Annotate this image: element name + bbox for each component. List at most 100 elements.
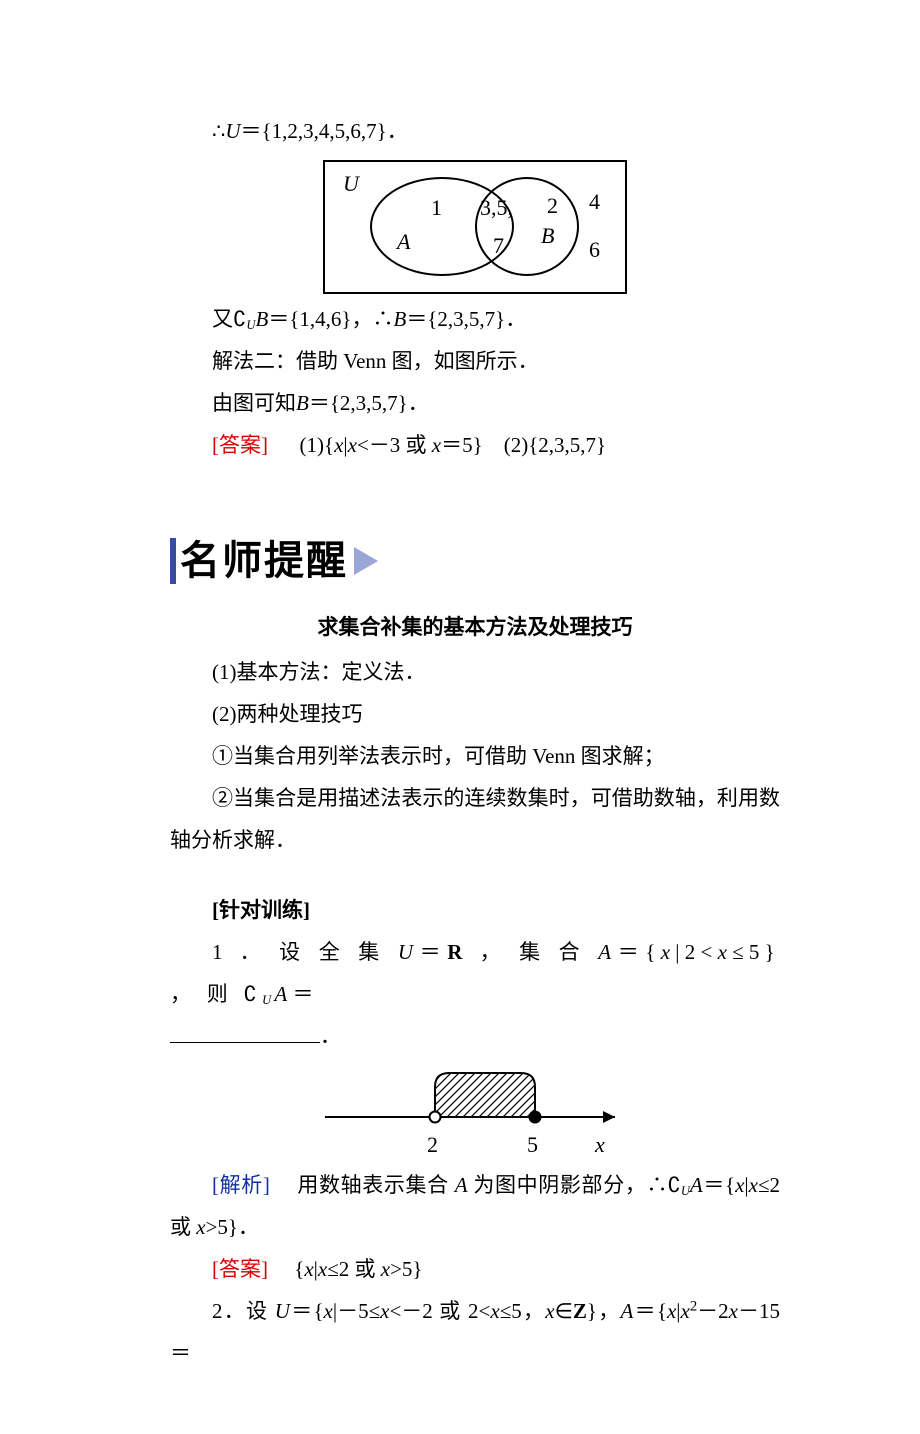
- q1-set-r: R: [447, 940, 467, 964]
- section-subtitle: 求集合补集的基本方法及处理技巧: [170, 607, 780, 649]
- method2-line: 解法二：借助 Venn 图，如图所示．: [170, 340, 780, 382]
- q2-cond1: |－5≤: [333, 1299, 380, 1323]
- venn-box: U A B 1 3,5, 7 2 4 6: [323, 160, 627, 294]
- analysis-x1: x: [735, 1173, 744, 1197]
- ans2-x1: x: [304, 1257, 313, 1281]
- answer-blank: [170, 1042, 320, 1043]
- q1-a-eq: ＝{: [616, 940, 660, 964]
- q1-cond: |2<: [675, 940, 717, 964]
- analysis-x2: x: [749, 1173, 758, 1197]
- analysis-a: 用数轴表示集合: [297, 1173, 454, 1197]
- text-from-figure: 由图可知: [212, 391, 296, 415]
- tick-5: 5: [527, 1123, 538, 1167]
- answer-label: [答案]: [212, 433, 268, 457]
- venn-outside-6: 6: [589, 228, 600, 272]
- analysis-label: [解析]: [212, 1173, 270, 1197]
- number-line-svg: [315, 1065, 635, 1160]
- therefore-symbol: ∴: [212, 119, 225, 143]
- b-value-2: ＝{2,3,5,7}．: [309, 391, 429, 415]
- q2-cond4: －2: [697, 1299, 729, 1323]
- var-x-3: x: [432, 433, 441, 457]
- q2-ueq: ＝{: [290, 1299, 324, 1323]
- training-label-line: [针对训练]: [170, 889, 780, 931]
- venn-label-a: A: [397, 220, 410, 264]
- ans2-cond: ≤2 或: [327, 1257, 381, 1281]
- tick-2: 2: [427, 1123, 438, 1167]
- q2-x7: x: [729, 1299, 738, 1323]
- analysis-c: ＝{: [703, 1173, 735, 1197]
- number-line-figure: 2 5 x: [170, 1065, 780, 1160]
- q1-eq1: ＝: [418, 940, 447, 964]
- set-u: U: [225, 119, 240, 143]
- q1-a2: A: [274, 982, 292, 1006]
- q2-set-a: A: [621, 1299, 634, 1323]
- ans2-x2: x: [318, 1257, 327, 1281]
- answer2-label: [答案]: [212, 1257, 268, 1281]
- q2-aeq: ＝{: [633, 1299, 667, 1323]
- analysis-set-a: A: [455, 1173, 468, 1197]
- analysis-line: [解析] 用数轴表示集合 A 为图中阴影部分，∴∁UA＝{x|x≤2 或 x>5…: [170, 1164, 780, 1248]
- question-1: 1 ． 设 全 集 U＝R ， 集 合 A＝{x|2<x≤5} ， 则 ∁UA＝: [170, 931, 780, 1015]
- text-also-complement: 又∁: [212, 307, 246, 331]
- answer2-line: [答案] {x|x≤2 或 x>5}: [170, 1248, 780, 1290]
- q2-b: ∈: [555, 1299, 573, 1323]
- complement-b-value: ＝{1,4,6}，: [268, 307, 372, 331]
- method-line-2-2: ②当集合是用描述法表示的连续数集时，可借助数轴，利用数轴分析求解．: [170, 777, 780, 861]
- venn-region-a-only: 1: [431, 186, 442, 230]
- period: ．: [320, 1024, 341, 1048]
- q2-a: 2．设: [212, 1299, 275, 1323]
- q2-c: }，: [587, 1299, 621, 1323]
- section-left-bar: [170, 538, 176, 584]
- set-b: B: [255, 307, 268, 331]
- q1-text-b: ， 集 合: [468, 940, 599, 964]
- ans2-x3: x: [381, 1257, 390, 1281]
- q1-tail: ＝: [292, 982, 318, 1006]
- ans2-b: >5}: [390, 1257, 422, 1281]
- analysis-d: >5}．: [206, 1215, 259, 1239]
- section-title: 名师提醒: [180, 521, 348, 601]
- q2-cond2: <－2 或 2<: [389, 1299, 490, 1323]
- q2-cond3: ≤5，: [500, 1299, 546, 1323]
- q2-u: U: [275, 1299, 290, 1323]
- q1-a: A: [598, 940, 616, 964]
- method-line-1: (1)基本方法：定义法．: [170, 651, 780, 693]
- analysis-sub-u: U: [681, 1184, 690, 1198]
- u-enumeration: ＝{1,2,3,4,5,6,7}．: [241, 119, 408, 143]
- q2-x4: x: [545, 1299, 554, 1323]
- q2-x6: x: [680, 1299, 689, 1323]
- answer-1-cond: <－3 或: [357, 433, 432, 457]
- venn-label-u: U: [343, 162, 359, 206]
- b-value: ＝{2,3,5,7}．: [406, 307, 526, 331]
- therefore-u-line: ∴U＝{1,2,3,4,5,6,7}．: [170, 110, 780, 152]
- set-b-2: B: [393, 307, 406, 331]
- analysis-x3: x: [196, 1215, 205, 1239]
- document-page: ∴U＝{1,2,3,4,5,6,7}． U A B 1 3,5, 7 2 4 6…: [0, 0, 920, 1434]
- q1-x2: x: [718, 940, 733, 964]
- ans2-a: {: [294, 1257, 304, 1281]
- var-x-2: x: [348, 433, 357, 457]
- q1-sub-u: U: [262, 993, 274, 1007]
- venn-region-intersection-bot: 7: [493, 224, 504, 268]
- q1-u: U: [398, 940, 418, 964]
- var-x: x: [334, 433, 343, 457]
- venn-outside-4: 4: [589, 180, 600, 224]
- section-header: 名师提醒: [170, 521, 780, 601]
- q2-x5: x: [667, 1299, 676, 1323]
- venn-figure: U A B 1 3,5, 7 2 4 6: [170, 160, 780, 294]
- method-line-2: (2)两种处理技巧: [170, 693, 780, 735]
- answer-1-close: ＝5} (2){2,3,5,7}: [441, 433, 606, 457]
- q2-x1: x: [324, 1299, 333, 1323]
- venn-region-b-only: 2: [547, 184, 558, 228]
- complement-b-line: 又∁UB＝{1,4,6}，∴B＝{2,3,5,7}．: [170, 298, 780, 340]
- answer-1-open: (1){: [300, 433, 335, 457]
- set-b-3: B: [296, 391, 309, 415]
- analysis-set-a2: A: [690, 1173, 703, 1197]
- training-label: [针对训练]: [212, 898, 310, 922]
- answer-line: [答案] (1){x|x<－3 或 x＝5} (2){2,3,5,7}: [170, 424, 780, 466]
- q1-x1: x: [661, 940, 676, 964]
- q2-set-z: Z: [573, 1299, 587, 1323]
- q1-text-a: 1 ． 设 全 集: [212, 940, 398, 964]
- q2-x3: x: [490, 1299, 499, 1323]
- method-line-2-1: ①当集合用列举法表示时，可借助 Venn 图求解；: [170, 735, 780, 777]
- therefore-symbol-2: ∴: [372, 307, 393, 331]
